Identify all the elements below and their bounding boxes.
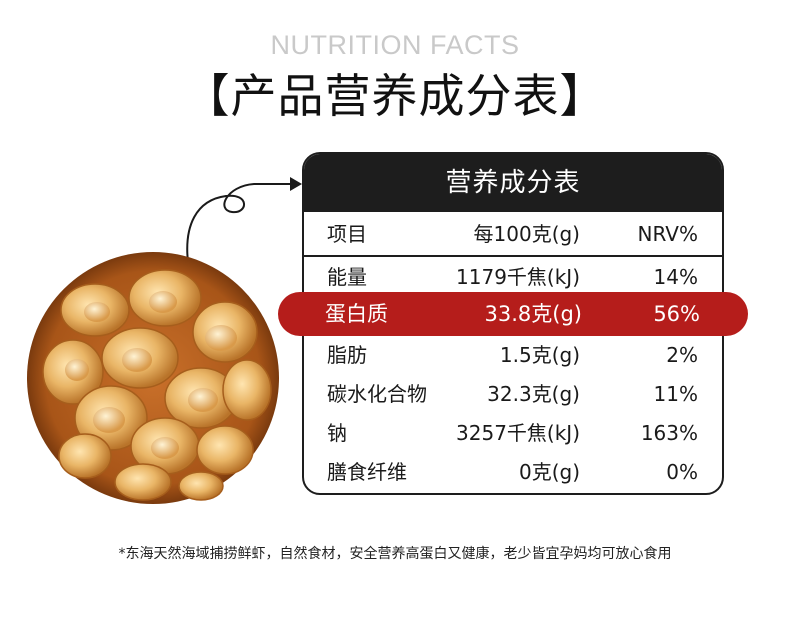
table-title: 营养成分表 (304, 154, 722, 212)
dried-shrimp-bowl-image (27, 252, 279, 504)
row-item: 脂肪 (327, 343, 367, 367)
table-row: 能量 1179千焦(kJ) 14% (304, 258, 722, 296)
row-nrv: 2% (666, 343, 698, 367)
row-item: 能量 (327, 265, 367, 289)
row-value: 3257千焦(kJ) (456, 421, 580, 445)
row-item: 膳食纤维 (327, 460, 407, 484)
row-value: 32.3克(g) (487, 382, 580, 406)
row-nrv: 11% (653, 382, 698, 406)
row-value: 1.5克(g) (499, 343, 580, 367)
row-item: 钠 (327, 421, 347, 445)
col-header-item: 项目 (327, 222, 367, 246)
header-divider (304, 255, 722, 257)
row-nrv: 56% (653, 302, 700, 326)
row-nrv: 163% (640, 421, 698, 445)
table-row: 碳水化合物 32.3克(g) 11% (304, 375, 722, 413)
table-row: 脂肪 1.5克(g) 2% (304, 336, 722, 374)
col-header-nrv: NRV% (637, 222, 698, 246)
table-row: 钠 3257千焦(kJ) 163% (304, 414, 722, 452)
table-header-row: 项目 每100克(g) NRV% (304, 215, 722, 253)
col-header-per100g: 每100克(g) (473, 222, 580, 246)
subtitle: NUTRITION FACTS (270, 30, 520, 60)
row-value: 33.8克(g) (484, 302, 582, 326)
row-nrv: 0% (666, 460, 698, 484)
footnote: *东海天然海域捕捞鲜虾，自然食材，安全营养高蛋白又健康，老少皆宜孕妈均可放心食用 (118, 546, 672, 562)
row-item: 碳水化合物 (327, 382, 427, 406)
row-value: 1179千焦(kJ) (456, 265, 580, 289)
row-nrv: 14% (653, 265, 698, 289)
row-value: 0克(g) (518, 460, 580, 484)
row-item: 蛋白质 (325, 302, 388, 326)
table-row: 膳食纤维 0克(g) 0% (304, 453, 722, 491)
protein-highlight-row: 蛋白质 33.8克(g) 56% (278, 292, 748, 336)
page-title: 【产品营养成分表】 (183, 69, 607, 123)
